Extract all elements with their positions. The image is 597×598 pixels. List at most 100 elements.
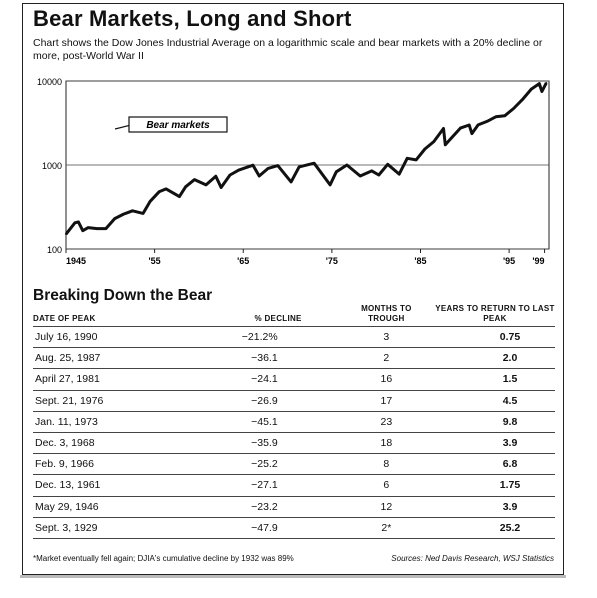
graphic-subtitle: Chart shows the Dow Jones Industrial Ave…: [33, 37, 543, 62]
cell-date-of-peak: Sept. 21, 1976: [33, 389, 165, 412]
djia-data-point: [398, 173, 401, 176]
cell-months-to-trough: 17: [337, 389, 435, 412]
djia-data-point: [541, 90, 543, 93]
djia-data-point: [432, 140, 435, 143]
djia-data-point: [494, 115, 497, 118]
cell-years-to-return: 0.75: [435, 325, 555, 348]
table-row: Sept. 21, 1976 −26.9 17 4.5: [33, 389, 555, 412]
cell-months-to-trough: 2: [337, 347, 435, 369]
x-tick-label: 1945: [66, 256, 86, 266]
cell-months-to-trough: 2*: [337, 516, 435, 539]
cell-percent-decline: −21.2%: [164, 325, 338, 348]
cell-years-to-return: 6.8: [435, 453, 555, 475]
djia-data-point: [96, 227, 98, 230]
djia-data-point: [65, 233, 67, 236]
y-tick-label: 1000: [42, 161, 62, 171]
cell-months-to-trough: 8: [337, 453, 435, 475]
djia-data-point: [359, 175, 362, 177]
djia-data-point: [471, 132, 473, 135]
djia-data-point: [81, 229, 84, 232]
djia-data-point: [459, 127, 462, 129]
djia-data-point: [450, 137, 453, 139]
cell-date-of-peak: May 29, 1946: [33, 495, 165, 518]
djia-data-point: [406, 157, 409, 160]
sources-credit: Sources: Ned Davis Research, WSJ Statist…: [391, 554, 554, 563]
djia-data-point: [237, 169, 240, 172]
x-tick-label: '65: [237, 256, 249, 266]
djia-data-point: [486, 120, 488, 123]
djia-data-point: [468, 124, 471, 126]
cell-date-of-peak: Dec. 3, 1968: [33, 431, 165, 454]
table-row: Dec. 3, 1968 −35.9 18 3.9: [33, 431, 555, 454]
djia-data-point: [370, 170, 373, 172]
column-header-months: MONTHS TO TROUGH: [361, 304, 412, 323]
djia-data-point: [313, 162, 315, 165]
x-tick-label: '55: [149, 256, 161, 266]
cell-percent-decline: −45.1: [164, 410, 338, 433]
cell-years-to-return: 3.9: [435, 495, 555, 518]
x-tick-label: '85: [414, 256, 426, 266]
djia-data-point: [122, 213, 125, 216]
djia-data-point: [178, 195, 181, 198]
cell-percent-decline: −27.1: [164, 474, 338, 496]
cell-date-of-peak: Feb. 9, 1966: [33, 453, 165, 475]
cell-years-to-return: 3.9: [435, 431, 555, 454]
dow-jones-log-chart: 100 1000 10000 1945 '55 '65 '75 '85 '95 '99 Bear…: [37, 77, 550, 266]
cell-months-to-trough: 6: [337, 474, 435, 496]
djia-data-point: [252, 164, 254, 167]
table-row: April 27, 1981 −24.1 16 1.5: [33, 368, 555, 391]
cell-percent-decline: −47.9: [164, 516, 338, 539]
djia-data-point: [267, 167, 269, 170]
table-row: Aug. 25, 1987 −36.1 2 2.0: [33, 347, 555, 369]
table-row: July 16, 1990 −21.2% 3 0.75: [33, 325, 555, 348]
column-header-date: DATE OF PEAK: [33, 314, 96, 323]
y-tick-label: 100: [47, 245, 62, 255]
djia-data-point: [545, 82, 548, 84]
cell-percent-decline: −26.9: [164, 389, 338, 412]
djia-data-point: [220, 186, 223, 189]
djia-data-point: [158, 190, 161, 193]
djia-data-point: [503, 114, 506, 117]
table-row: Feb. 9, 1966 −25.2 8 6.8: [33, 453, 555, 475]
djia-data-point: [165, 188, 168, 190]
djia-data-point: [538, 82, 541, 85]
djia-data-point: [442, 127, 445, 130]
cell-years-to-return: 4.5: [435, 389, 555, 412]
djia-data-point: [205, 184, 207, 186]
djia-data-point: [149, 200, 152, 203]
cell-months-to-trough: 18: [337, 431, 435, 454]
djia-data-point: [258, 175, 261, 177]
djia-data-point: [184, 185, 187, 188]
djia-data-point: [386, 163, 389, 166]
graphic-title: Bear Markets, Long and Short: [33, 6, 352, 31]
graphic-frame: Bear Markets, Long and Short Chart shows…: [22, 3, 564, 575]
table-row: Jan. 11, 1973 −45.1 23 9.8: [33, 410, 555, 433]
cell-date-of-peak: Jan. 11, 1973: [33, 410, 165, 433]
djia-data-point: [74, 221, 76, 224]
table-row: Sept. 3, 1929 −47.9 2* 25.2: [33, 516, 555, 539]
cell-years-to-return: 1.75: [435, 474, 555, 496]
column-header-years: YEARS TO RETURN TO LAST PEAK: [435, 304, 555, 323]
djia-data-point: [512, 107, 515, 110]
cell-months-to-trough: 16: [337, 368, 435, 391]
djia-data-point: [377, 174, 380, 176]
footnote: *Market eventually fell again; DJIA's cu…: [33, 554, 294, 563]
x-tick-label: '99: [532, 256, 544, 266]
djia-data-point: [131, 209, 134, 212]
cell-percent-decline: −25.2: [164, 453, 338, 475]
cell-date-of-peak: April 27, 1981: [33, 368, 165, 391]
cell-years-to-return: 1.5: [435, 368, 555, 391]
x-tick-label: '95: [503, 256, 515, 266]
djia-data-point: [335, 170, 338, 173]
cell-years-to-return: 9.8: [435, 410, 555, 433]
annotation-label: Bear markets: [146, 120, 210, 131]
cell-percent-decline: −23.2: [164, 495, 338, 518]
cell-date-of-peak: Aug. 25, 1987: [33, 347, 165, 369]
frame-shadow: [20, 575, 566, 578]
table-row: May 29, 1946 −23.2 12 3.9: [33, 495, 555, 518]
djia-data-point: [276, 164, 279, 167]
djia-data-point: [424, 148, 426, 150]
cell-months-to-trough: 3: [337, 325, 435, 348]
table-row: Dec. 13, 1961 −27.1 6 1.75: [33, 474, 555, 496]
cell-years-to-return: 2.0: [435, 347, 555, 369]
